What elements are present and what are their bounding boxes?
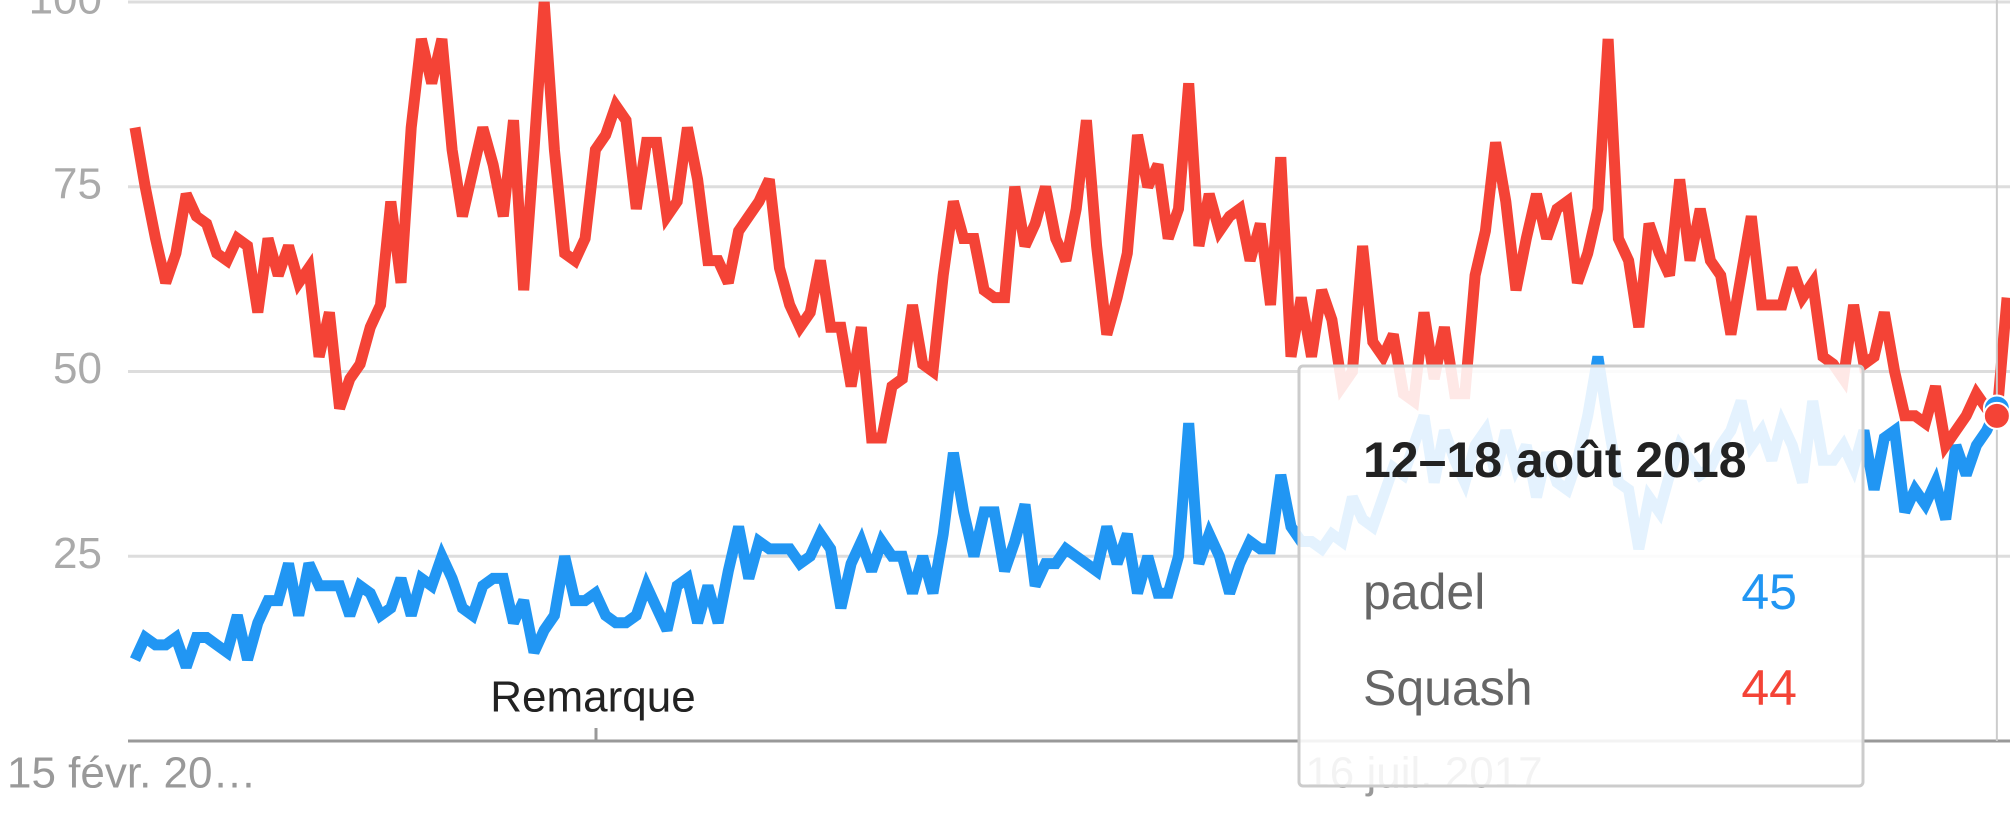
tooltip-series-name: padel (1363, 564, 1485, 620)
annotation: Remarque (490, 673, 695, 722)
tooltip-series-value: 45 (1741, 564, 1797, 620)
y-tick-label: 50 (53, 344, 102, 393)
tooltip-title: 12–18 août 2018 (1363, 432, 1747, 488)
tooltip: 12–18 août 2018 padel 45 Squash 44 (1297, 364, 1865, 788)
hover-dot (1982, 401, 2010, 430)
tooltip-box (1297, 364, 1865, 788)
y-tick-label: 25 (53, 529, 102, 578)
x-tick-label: 15 févr. 20… (7, 749, 256, 798)
grid: 25 50 75 100 (29, 0, 2010, 578)
y-tick-label: 75 (53, 159, 102, 208)
tooltip-series-name: Squash (1363, 660, 1533, 716)
series-line (129, 1, 2010, 460)
tooltip-series-value: 44 (1741, 660, 1797, 716)
hover (1982, 0, 2010, 741)
y-tick-label: 100 (29, 0, 102, 24)
